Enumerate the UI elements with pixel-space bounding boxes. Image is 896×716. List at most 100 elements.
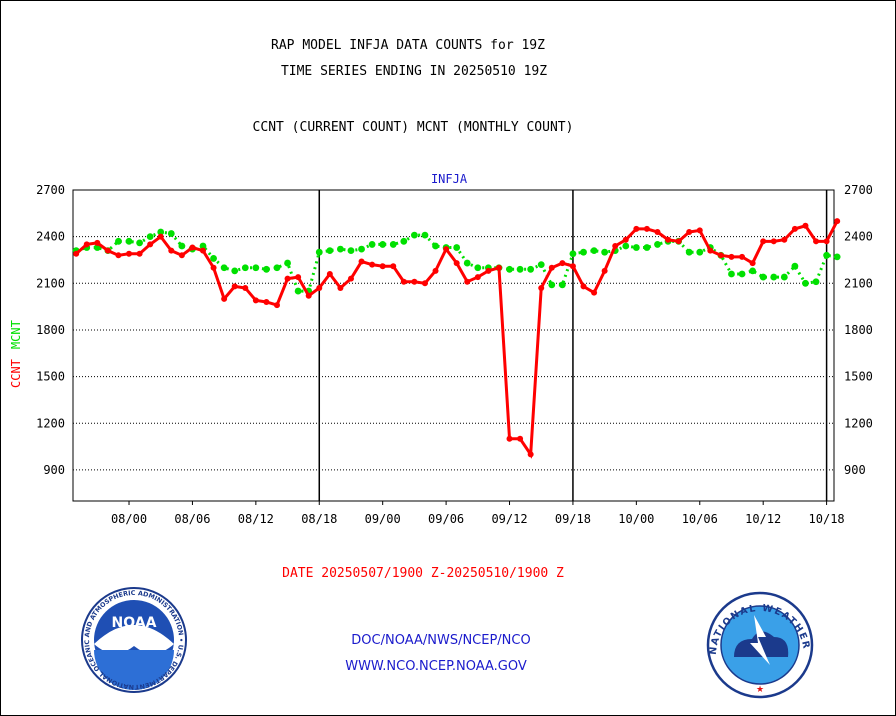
data-point-mcnt	[759, 273, 767, 281]
y-tick-label-right: 900	[844, 463, 866, 477]
nws-ring-text: NATIONAL WEATHER SERVICE	[0, 0, 811, 655]
data-point-ccnt	[770, 238, 777, 245]
data-point-mcnt	[728, 270, 735, 278]
data-point-ccnt	[728, 253, 735, 260]
data-point-mcnt	[241, 264, 249, 272]
x-tick-label: 10/12	[745, 512, 781, 526]
series-legend-text: CCNT (CURRENT COUNT) MCNT (MONTHLY COUNT…	[252, 120, 574, 135]
data-point-mcnt	[167, 230, 175, 237]
data-point-mcnt	[527, 265, 535, 273]
footer-org-path: DOC/NOAA/NWS/NCEP/NCO	[351, 633, 531, 648]
data-point-ccnt	[707, 247, 714, 254]
data-point-ccnt	[369, 261, 376, 268]
data-point-ccnt	[242, 284, 249, 291]
data-point-ccnt	[633, 225, 640, 232]
data-point-mcnt	[823, 251, 831, 259]
data-point-ccnt	[717, 252, 724, 259]
data-point-ccnt	[823, 238, 830, 245]
noaa-logo-lower	[94, 650, 174, 690]
data-point-ccnt	[559, 260, 566, 267]
data-point-mcnt	[558, 281, 566, 289]
x-tick-label: 09/18	[555, 512, 591, 526]
y-axis-label-ccnt: CCNT	[9, 359, 23, 388]
data-point-ccnt	[548, 264, 555, 271]
data-point-ccnt	[506, 435, 513, 442]
data-point-mcnt	[368, 241, 376, 248]
data-point-mcnt	[389, 241, 397, 248]
data-point-ccnt	[432, 267, 439, 274]
data-point-ccnt	[390, 263, 397, 270]
data-point-ccnt	[126, 250, 133, 257]
data-point-mcnt	[273, 264, 281, 272]
data-point-ccnt	[622, 236, 629, 243]
data-point-ccnt	[221, 295, 228, 302]
data-point-ccnt	[686, 228, 693, 235]
data-point-mcnt	[506, 265, 513, 273]
data-point-ccnt	[200, 247, 207, 254]
data-point-mcnt	[146, 233, 154, 241]
noaa-logo-text: NOAA	[112, 615, 157, 631]
y-tick-label-right: 2100	[844, 276, 873, 290]
data-point-ccnt	[739, 253, 746, 260]
data-point-mcnt	[833, 253, 841, 261]
data-point-mcnt	[453, 244, 461, 251]
x-tick-label: 09/06	[428, 512, 464, 526]
data-point-mcnt	[284, 259, 291, 267]
data-point-mcnt	[252, 264, 260, 272]
data-point-mcnt	[738, 270, 746, 278]
data-point-mcnt	[516, 265, 524, 273]
data-point-ccnt	[527, 451, 534, 458]
data-point-mcnt	[432, 242, 439, 250]
y-tick-label-left: 1800	[36, 323, 65, 337]
data-point-ccnt	[263, 298, 270, 305]
nws-cloud-icon	[734, 631, 789, 657]
x-tick-label: 10/00	[618, 512, 654, 526]
data-point-mcnt	[294, 287, 302, 295]
data-point-ccnt	[464, 278, 471, 285]
data-point-ccnt	[569, 263, 576, 270]
data-point-ccnt	[749, 260, 756, 267]
data-point-ccnt	[115, 252, 122, 259]
data-point-ccnt	[189, 244, 196, 251]
chart-title: RAP MODEL INFJA DATA COUNTS for 19Z	[271, 38, 545, 53]
plot-border	[72, 189, 835, 502]
data-point-mcnt	[654, 241, 661, 248]
data-point-mcnt	[780, 273, 788, 281]
data-point-ccnt	[443, 246, 450, 253]
data-point-mcnt	[474, 264, 482, 272]
data-point-mcnt	[791, 262, 799, 270]
y-tick-label-left: 2100	[36, 276, 65, 290]
x-tick-label: 08/00	[111, 512, 147, 526]
data-point-ccnt	[178, 252, 185, 259]
data-point-ccnt	[834, 218, 841, 225]
footer-website: WWW.NCO.NCEP.NOAA.GOV	[345, 659, 527, 674]
data-point-mcnt	[379, 241, 387, 248]
data-point-ccnt	[791, 225, 798, 232]
data-point-ccnt	[252, 297, 259, 304]
data-point-ccnt	[612, 242, 619, 249]
x-tick-label: 08/06	[174, 512, 210, 526]
data-point-mcnt	[685, 248, 693, 256]
data-point-mcnt	[220, 264, 228, 272]
data-point-ccnt	[517, 435, 524, 442]
data-point-ccnt	[643, 225, 650, 232]
data-point-ccnt	[538, 284, 545, 291]
data-point-ccnt	[665, 236, 672, 243]
data-point-ccnt	[104, 247, 111, 254]
data-point-mcnt	[770, 273, 778, 281]
data-point-mcnt	[400, 237, 408, 245]
data-point-ccnt	[781, 236, 788, 243]
data-point-mcnt	[580, 248, 587, 256]
data-point-mcnt	[590, 247, 598, 255]
x-tick-label: 08/12	[238, 512, 274, 526]
y-tick-label-left: 900	[43, 463, 65, 477]
data-point-mcnt	[421, 231, 429, 239]
data-point-ccnt	[495, 264, 502, 271]
data-point-mcnt	[463, 259, 471, 267]
data-point-mcnt	[326, 247, 334, 255]
data-point-mcnt	[263, 265, 270, 273]
data-point-mcnt	[622, 242, 630, 250]
x-tick-label: 08/18	[301, 512, 337, 526]
data-point-mcnt	[231, 267, 239, 275]
